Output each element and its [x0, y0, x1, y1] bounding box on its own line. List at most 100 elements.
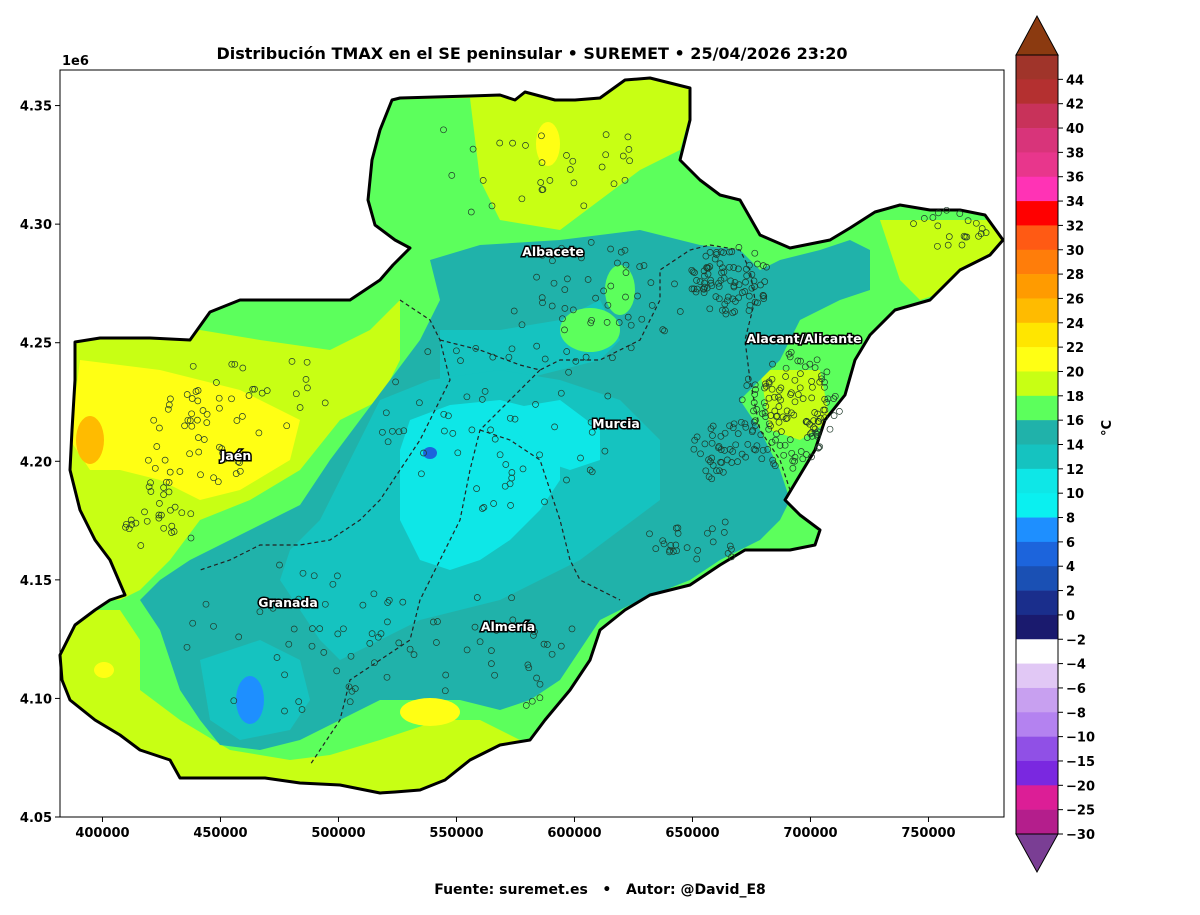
station-marker — [791, 376, 799, 384]
station-marker — [751, 417, 759, 425]
station-marker — [557, 642, 565, 650]
station-marker — [770, 460, 778, 468]
station-marker — [818, 372, 825, 380]
station-marker — [572, 357, 580, 365]
station-marker — [943, 206, 950, 214]
station-marker — [299, 569, 307, 577]
station-marker — [334, 572, 341, 580]
station-marker — [371, 659, 378, 667]
station-marker — [308, 642, 316, 650]
station-marker — [508, 594, 515, 602]
station-marker — [730, 264, 738, 271]
station-marker — [321, 399, 329, 407]
station-marker — [468, 426, 476, 434]
colorbar-segment — [1016, 225, 1058, 251]
colorbar-tick-label: 34 — [1066, 195, 1084, 210]
colorbar-tick-label: 12 — [1066, 463, 1084, 478]
station-marker — [745, 307, 753, 314]
station-marker — [192, 388, 200, 395]
station-marker — [216, 404, 223, 412]
station-marker — [636, 263, 644, 270]
station-marker — [776, 442, 784, 449]
station-marker — [683, 544, 691, 551]
x-tick-label: 400000 — [75, 826, 129, 841]
station-marker — [634, 292, 641, 300]
station-marker — [667, 542, 675, 549]
station-marker — [577, 454, 584, 462]
colorbar-tick-label: 24 — [1066, 317, 1084, 332]
station-marker — [794, 391, 802, 398]
station-marker — [400, 427, 408, 435]
station-marker — [821, 378, 828, 386]
station-marker — [348, 687, 356, 695]
station-marker — [760, 399, 768, 407]
station-marker — [694, 547, 702, 554]
station-marker — [735, 281, 743, 288]
station-marker — [751, 249, 759, 257]
station-marker — [810, 417, 818, 424]
station-marker — [389, 427, 396, 435]
station-marker — [203, 419, 211, 426]
station-marker — [290, 625, 298, 633]
station-marker — [214, 478, 222, 486]
station-marker — [189, 362, 197, 370]
station-marker — [758, 455, 766, 463]
station-marker — [600, 287, 607, 295]
station-marker — [295, 595, 303, 603]
colorbar-segment — [1016, 493, 1058, 518]
station-marker — [508, 345, 516, 353]
station-marker — [506, 414, 514, 422]
station-marker — [433, 639, 440, 646]
station-marker — [532, 401, 539, 408]
station-marker — [771, 407, 779, 415]
station-marker — [622, 293, 629, 301]
station-marker — [143, 517, 151, 525]
station-marker — [622, 261, 630, 269]
station-marker — [329, 580, 337, 588]
station-marker — [802, 363, 809, 371]
station-marker — [771, 462, 779, 470]
station-marker — [490, 500, 497, 507]
colorbar-tick-label: 0 — [1066, 609, 1075, 624]
station-marker — [761, 409, 769, 417]
station-marker — [757, 431, 765, 439]
station-marker — [187, 510, 195, 518]
station-marker — [165, 401, 173, 409]
station-marker — [670, 548, 677, 555]
station-marker — [674, 524, 682, 532]
station-marker — [799, 455, 807, 463]
colorbar-max-extension — [1015, 14, 1059, 56]
station-marker — [982, 229, 990, 236]
station-marker — [780, 451, 788, 459]
station-marker — [732, 441, 740, 449]
station-marker — [659, 326, 667, 333]
station-marker — [488, 660, 495, 667]
colorbar-tick-label: 2 — [1066, 585, 1075, 600]
station-marker — [705, 473, 713, 481]
colorbar-tick-label: −10 — [1066, 731, 1095, 746]
station-marker — [165, 488, 173, 496]
station-marker — [370, 590, 378, 598]
station-marker — [742, 423, 750, 431]
station-marker — [127, 516, 135, 524]
station-marker — [132, 519, 140, 527]
station-marker — [195, 434, 202, 441]
station-marker — [727, 277, 734, 285]
station-marker — [797, 370, 804, 377]
station-marker — [748, 284, 756, 292]
station-marker — [693, 285, 701, 293]
station-marker — [569, 306, 577, 314]
station-marker — [934, 222, 942, 230]
station-marker — [717, 458, 724, 466]
station-marker — [449, 430, 457, 437]
station-marker — [688, 285, 696, 293]
station-marker — [944, 241, 952, 249]
station-marker — [155, 511, 163, 519]
y-tick-label: 4.30 — [20, 218, 52, 233]
station-marker — [706, 249, 714, 256]
station-marker — [281, 671, 288, 679]
colorbar-segment — [1016, 128, 1058, 153]
colorbar-tick-label: 20 — [1066, 365, 1084, 380]
colorbar-segment — [1016, 395, 1058, 421]
station-marker — [794, 357, 802, 365]
